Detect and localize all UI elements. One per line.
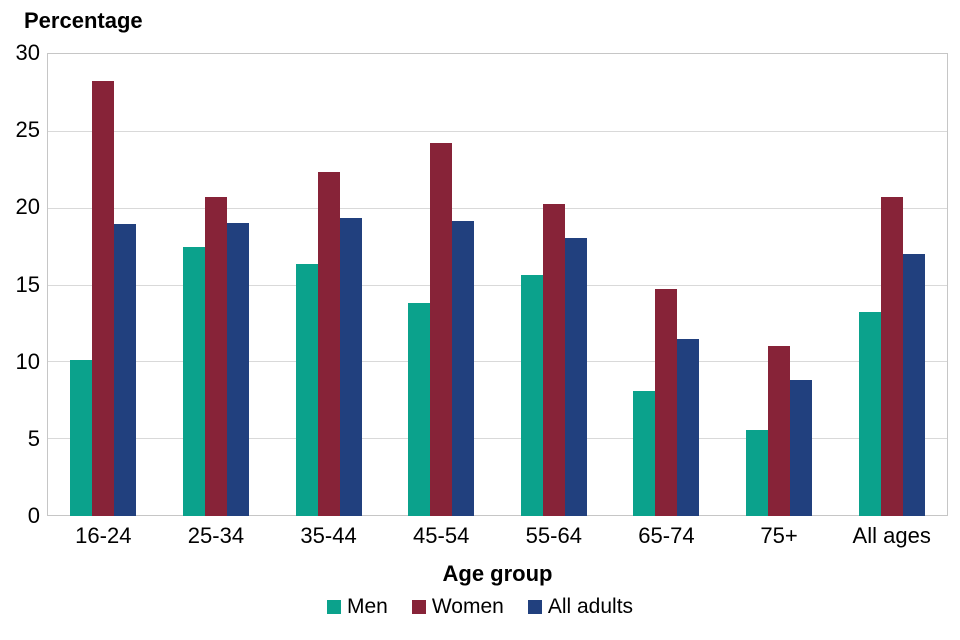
legend-swatch-women xyxy=(411,600,426,614)
gridline-5 xyxy=(48,438,947,440)
x-tick-label-65-74: 65-74 xyxy=(638,523,695,548)
bar-men-45-54 xyxy=(408,303,431,516)
x-tick-label-35-44: 35-44 xyxy=(300,523,357,548)
gridline-15 xyxy=(48,284,947,286)
x-tick-label-16-24: 16-24 xyxy=(75,523,132,548)
legend-item-all-adults: All adults xyxy=(527,595,634,619)
legend-label-all-adults: All adults xyxy=(547,595,634,618)
y-tick-label-5: 5 xyxy=(27,425,40,451)
bar-all-adults-65-74 xyxy=(677,338,700,516)
bar-all-adults-75 xyxy=(790,380,813,516)
bar-men-75 xyxy=(746,429,769,516)
bar-women-45-54 xyxy=(430,142,453,516)
bar-women-35-44 xyxy=(317,171,340,516)
y-tick-label-0: 0 xyxy=(27,503,40,528)
x-axis-title: Age group xyxy=(442,561,553,586)
bar-all-adults-45-54 xyxy=(452,221,475,516)
y-tick-label-20: 20 xyxy=(15,194,40,220)
bar-men-25-34 xyxy=(182,247,205,516)
x-tick-label-55-64: 55-64 xyxy=(525,523,582,548)
bar-women-25-34 xyxy=(204,196,227,516)
gridline-10 xyxy=(48,361,947,363)
legend: Men Women All adults xyxy=(0,595,960,619)
legend-swatch-men xyxy=(326,600,341,614)
bar-all-adults-all-ages xyxy=(902,253,925,516)
legend-label-women: Women xyxy=(431,595,504,618)
y-tick-label-10: 10 xyxy=(15,348,40,374)
legend-item-women: Women xyxy=(411,595,504,619)
bar-men-55-64 xyxy=(520,275,543,516)
bar-men-65-74 xyxy=(633,390,656,516)
bar-all-adults-55-64 xyxy=(564,238,587,516)
bar-women-75 xyxy=(768,346,791,516)
bar-men-all-ages xyxy=(858,312,881,516)
legend-label-men: Men xyxy=(346,595,388,618)
x-tick-label-all-ages: All ages xyxy=(852,523,931,548)
gridline-25 xyxy=(48,130,947,132)
bar-men-35-44 xyxy=(295,264,318,516)
y-tick-label-30: 30 xyxy=(15,40,40,65)
chart-title: Percentage xyxy=(24,8,143,33)
bar-men-16-24 xyxy=(70,360,93,516)
x-tick-label-75: 75+ xyxy=(760,523,798,548)
legend-swatch-all-adults xyxy=(527,600,542,614)
bar-women-65-74 xyxy=(655,289,678,516)
bar-all-adults-25-34 xyxy=(226,222,249,516)
bar-all-adults-16-24 xyxy=(114,224,137,516)
x-tick-label-25-34: 25-34 xyxy=(187,523,245,548)
bar-women-all-ages xyxy=(880,196,903,516)
legend-item-men: Men xyxy=(326,595,388,619)
y-tick-label-15: 15 xyxy=(15,271,40,297)
bar-all-adults-35-44 xyxy=(339,218,362,516)
bar-women-55-64 xyxy=(542,204,565,516)
y-tick-label-25: 25 xyxy=(15,117,40,143)
gridline-20 xyxy=(48,207,947,209)
x-tick-label-45-54: 45-54 xyxy=(413,523,470,548)
bar-women-16-24 xyxy=(92,80,115,516)
